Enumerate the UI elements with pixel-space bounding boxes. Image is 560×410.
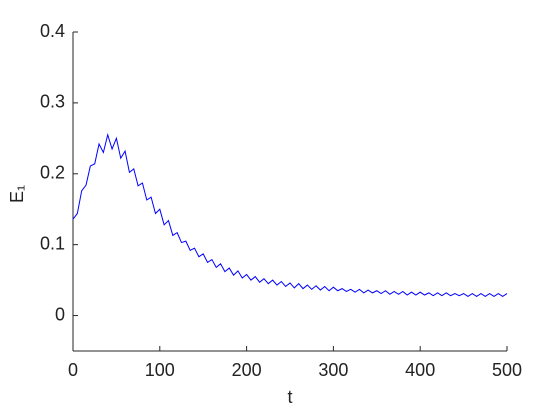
y-tick-label: 0.1 bbox=[40, 233, 65, 253]
x-tick-label: 100 bbox=[145, 360, 175, 380]
y-tick-label: 0 bbox=[55, 304, 65, 324]
y-tick-label: 0.4 bbox=[40, 21, 65, 41]
x-axis-label: t bbox=[287, 387, 292, 407]
y-tick-label: 0.3 bbox=[40, 92, 65, 112]
x-tick-label: 300 bbox=[318, 360, 348, 380]
x-tick-label: 400 bbox=[405, 360, 435, 380]
data-line bbox=[72, 132, 508, 298]
y-tick-label: 0.2 bbox=[40, 163, 65, 183]
x-tick-label: 500 bbox=[492, 360, 522, 380]
x-tick-label: 0 bbox=[68, 360, 78, 380]
y-axis-label: E₁ bbox=[7, 185, 27, 203]
x-tick-label: 200 bbox=[232, 360, 262, 380]
